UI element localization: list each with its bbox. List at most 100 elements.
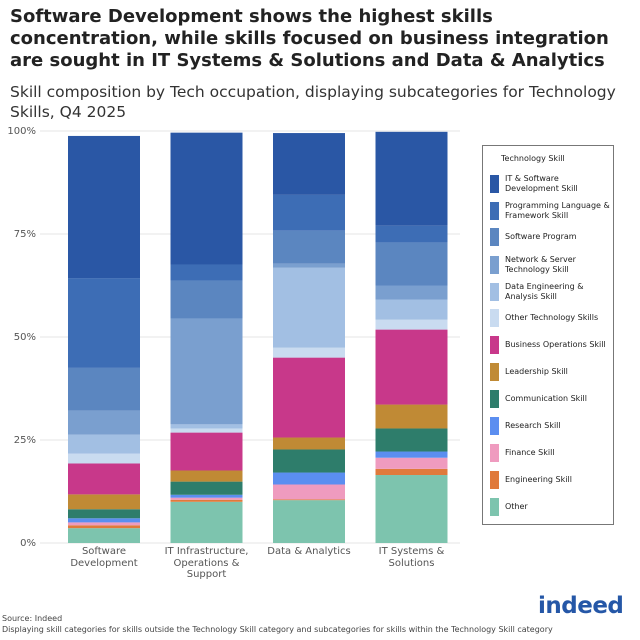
bar-segment [170,481,243,495]
bar-segment [68,525,140,529]
legend-swatch [490,417,499,435]
legend-title: Technology Skill [501,154,565,163]
legend-item: Business Operations Skill [490,336,612,354]
bar-segment [375,428,448,452]
legend-label: Leadership Skill [505,367,568,376]
bar-segment [273,437,345,450]
legend-label: Business Operations Skill [505,340,606,349]
bar-segment [68,509,140,519]
bar-segment [170,497,243,500]
legend-label: Finance Skill [505,448,555,457]
bar-segment [375,285,448,300]
bar-segment [375,329,448,405]
legend-swatch [490,309,499,327]
bar-segment [170,280,243,319]
bar-segment [68,463,140,495]
bar-segment [68,453,140,464]
legend-label: Data Engineering & Analysis Skill [505,282,584,301]
bar-segment [170,318,243,425]
bar-segment [170,499,243,502]
legend-label: Engineering Skill [505,475,572,484]
legend-item: Communication Skill [490,390,612,408]
bar-segment [273,499,345,501]
bar-segment [68,494,140,510]
legend-swatch [490,336,499,354]
legend-label: Communication Skill [505,394,587,403]
bar-segment [170,470,243,482]
legend-swatch [490,256,499,274]
legend-item: Finance Skill [490,444,612,462]
bar-segment [170,428,243,433]
bar-segment [273,357,345,438]
bar-segment [273,347,345,358]
bar-segment [170,501,243,543]
legend-swatch [490,498,499,516]
y-tick-label: 50% [14,332,36,343]
bar-segment [375,468,448,476]
bar-segment [375,404,448,429]
legend-item: Other Technology Skills [490,309,612,327]
y-tick-label: 75% [14,229,36,240]
legend-label: Software Program [505,232,577,241]
legend-label: Other Technology Skills [505,313,599,322]
bar-segment [375,319,448,330]
legend-swatch [490,471,499,489]
x-tick-label: IT Infrastructure, Operations & Support [164,546,249,580]
y-tick-label: 100% [7,126,36,137]
legend-swatch [490,444,499,462]
bar-segment [375,131,448,226]
bar-segment [375,225,448,243]
chart-title: Software Development shows the highest s… [10,6,609,71]
bar-segment [68,518,140,523]
x-tick-label: IT Systems & Solutions [378,546,445,569]
bar-segment [170,424,243,429]
bar-segment [375,475,448,543]
legend-swatch [490,175,499,193]
legend-item: Programming Language & Framework Skill [490,201,612,221]
bar-segment [273,194,345,231]
bar-segment [375,451,448,458]
bar-segment [273,500,345,543]
legend-swatch [490,283,499,301]
source: Source: Indeed [2,614,63,623]
legend-label: Programming Language & Framework Skill [505,201,610,220]
logo: indeed [538,593,624,619]
legend-item: IT & Software Development Skill [490,174,612,194]
legend-item: Engineering Skill [490,471,612,489]
y-tick-label: 0% [20,538,36,549]
legend-label: Other [505,502,528,511]
legend-item: Research Skill [490,417,612,435]
bar-segment [68,410,140,435]
bar-segment [170,132,243,265]
bar-segment [68,278,140,368]
note: Displaying skill categories for skills o… [2,625,553,634]
legend-item: Data Engineering & Analysis Skill [490,282,612,302]
x-tick-label: Data & Analytics [267,546,351,557]
legend-swatch [490,363,499,381]
bar-segment [170,494,243,498]
bar-segment [68,522,140,526]
bar-segment [170,432,243,471]
bar-segment [375,299,448,320]
legend-item: Leadership Skill [490,363,612,381]
x-tick-label: Software Development [70,546,138,569]
bar-segment [273,267,345,348]
legend-label: Research Skill [505,421,561,430]
bar-segment [68,434,140,454]
legend-item: Network & Server Technology Skill [490,255,612,275]
bar-segment [170,264,243,281]
bar-segment [68,135,140,279]
bar-segment [375,457,448,469]
legend-swatch [490,390,499,408]
y-tick-label: 25% [14,435,36,446]
legend-item: Other [490,498,612,516]
legend-label: IT & Software Development Skill [505,174,578,193]
bar-segment [273,263,345,268]
legend-swatch [490,228,499,246]
legend-item: Software Program [490,228,612,246]
legend-swatch [490,202,499,220]
bar-segment [68,367,140,411]
bar-segment [273,472,345,485]
